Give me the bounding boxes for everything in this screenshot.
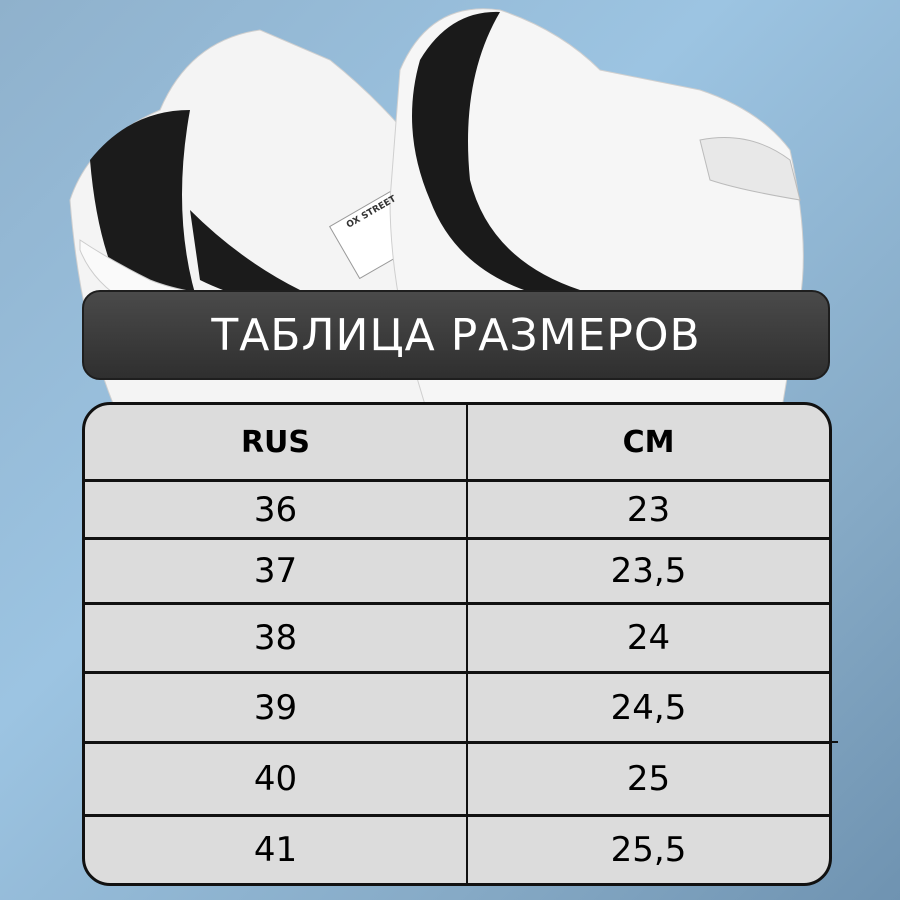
- table-cell-cm: 24,5: [468, 674, 829, 744]
- table-cell-cm: 25,5: [610, 830, 687, 870]
- divider-line: [90, 741, 838, 743]
- table-cell-rus: 37: [85, 540, 468, 605]
- table-cell-rus: 40: [85, 744, 468, 817]
- table-cell-cm: 24: [468, 605, 829, 674]
- size-table: RUS CM 36 23 37 23,5 38 24 39 24,5 40 25…: [82, 402, 832, 886]
- table-cell-cm: 23,5: [468, 540, 829, 605]
- table-cell-cm: 25: [468, 744, 829, 817]
- table-cell-rus: 39: [85, 674, 468, 744]
- table-cell-rus: 36: [85, 482, 468, 540]
- table-cell-cm: 23: [468, 482, 829, 540]
- table-cell-rus: 38: [85, 605, 468, 674]
- table-cell-rus: 41: [85, 817, 468, 883]
- header-cm: CM: [468, 405, 829, 482]
- title-text: ТАБЛИЦА РАЗМЕРОВ: [211, 309, 701, 361]
- header-rus: RUS: [85, 405, 468, 482]
- size-chart-title: ТАБЛИЦА РАЗМЕРОВ: [82, 290, 830, 380]
